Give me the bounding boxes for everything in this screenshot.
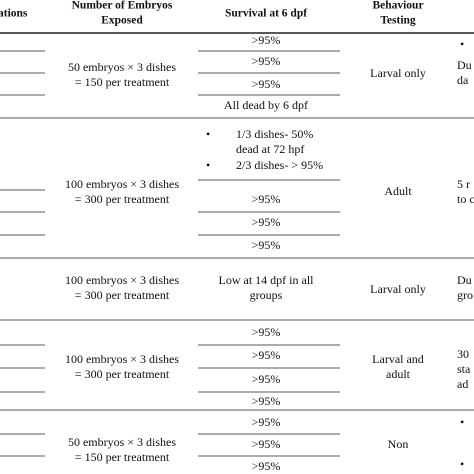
cell: Adult: [384, 184, 412, 198]
cell: to c: [457, 192, 474, 206]
bullet: •: [460, 37, 464, 51]
cell: adult: [386, 367, 411, 381]
cell: = 300 per treatment: [75, 367, 170, 381]
cell: Low at 14 dpf in all: [219, 273, 315, 287]
cell: 5 r: [457, 177, 470, 191]
cell: gro: [457, 288, 473, 302]
cell: >95%: [252, 215, 281, 229]
cell: 30: [457, 347, 469, 361]
cell: Larval only: [370, 66, 426, 80]
cell: >95%: [252, 33, 281, 47]
cell: 50 embryos × 3 dishes: [68, 60, 176, 74]
cell: All dead by 6 dpf: [224, 98, 308, 112]
cell: Larval and: [372, 352, 424, 366]
cell: 100 embryos × 3 dishes: [65, 352, 179, 366]
cell: >95%: [252, 437, 281, 451]
cell: >95%: [252, 54, 281, 68]
header-cell: Testing: [380, 15, 416, 27]
cell: >95%: [252, 192, 281, 206]
header-cell: ations: [0, 8, 28, 20]
header-cell: Exposed: [101, 15, 143, 27]
cell: 2/3 dishes- > 95%: [236, 158, 323, 172]
bullet: •: [206, 127, 210, 141]
cell: = 300 per treatment: [75, 288, 170, 302]
cell: Larval only: [370, 282, 426, 296]
cell: >95%: [252, 372, 281, 386]
cell: >95%: [252, 325, 281, 339]
cell: dead at 72 hpf: [236, 142, 304, 156]
cell: ad: [457, 377, 468, 391]
cell: = 150 per treatment: [75, 450, 170, 464]
cell: sta: [457, 362, 471, 376]
bullet: •: [206, 158, 210, 172]
cell: da: [457, 73, 469, 87]
cell: groups: [250, 288, 283, 302]
bullet: •: [460, 415, 464, 429]
cell: 50 embryos × 3 dishes: [68, 435, 176, 449]
cell: >95%: [252, 415, 281, 429]
cell: = 300 per treatment: [75, 192, 170, 206]
header-cell: Number of Embryos: [72, 0, 173, 12]
header-cell: Survival at 6 dpf: [225, 8, 307, 20]
cell: >95%: [252, 238, 281, 252]
cell: >95%: [252, 459, 281, 473]
cell: >95%: [252, 77, 281, 91]
cell: Du: [457, 273, 472, 287]
cell: >95%: [252, 348, 281, 362]
bullet: •: [460, 457, 464, 471]
cell: Non: [388, 437, 409, 451]
cell: >95%: [252, 394, 281, 408]
cell: 100 embryos × 3 dishes: [65, 273, 179, 287]
cell: 100 embryos × 3 dishes: [65, 177, 179, 191]
cell: = 150 per treatment: [75, 75, 170, 89]
cell: Du: [457, 58, 472, 72]
header-cell: Behaviour: [372, 0, 423, 12]
cell: 1/3 dishes- 50%: [236, 127, 313, 141]
